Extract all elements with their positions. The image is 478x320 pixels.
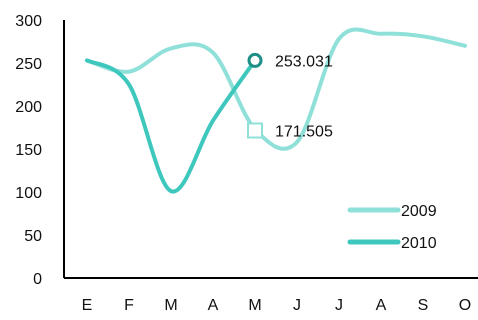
x-tick-label: J	[335, 297, 343, 314]
x-tick-label: M	[164, 297, 177, 314]
y-tick-label: 50	[24, 228, 42, 245]
legend-label-2010: 2010	[401, 235, 437, 252]
legend-label-2009: 2009	[401, 203, 437, 220]
series-line-2009	[85, 27, 467, 151]
y-tick-label: 0	[33, 271, 42, 288]
data-label: 171.505	[275, 124, 333, 141]
series-line-2010	[85, 58, 257, 194]
x-tick-label: O	[459, 297, 471, 314]
y-tick-label: 150	[15, 142, 42, 159]
x-tick-label: A	[376, 297, 387, 314]
marker-circle	[247, 52, 263, 68]
y-tick-label: 300	[15, 13, 42, 30]
x-tick-label: A	[208, 297, 219, 314]
y-tick-label: 250	[15, 56, 42, 73]
y-tick-labels: 0 50 100 150 200 250 300	[15, 13, 42, 288]
x-tick-label: M	[248, 297, 261, 314]
axes	[63, 20, 478, 279]
annotation-markers: 253.031 171.505	[247, 52, 333, 141]
y-tick-label: 200	[15, 99, 42, 116]
y-tick-label: 100	[15, 185, 42, 202]
x-tick-label: F	[124, 297, 134, 314]
marker-square	[247, 122, 263, 139]
x-tick-label: E	[82, 297, 93, 314]
x-tick-label: S	[418, 297, 429, 314]
data-label: 253.031	[275, 53, 333, 70]
legend: 2009 2010	[347, 203, 437, 252]
series-lines	[85, 27, 467, 194]
x-tick-label: J	[293, 297, 301, 314]
